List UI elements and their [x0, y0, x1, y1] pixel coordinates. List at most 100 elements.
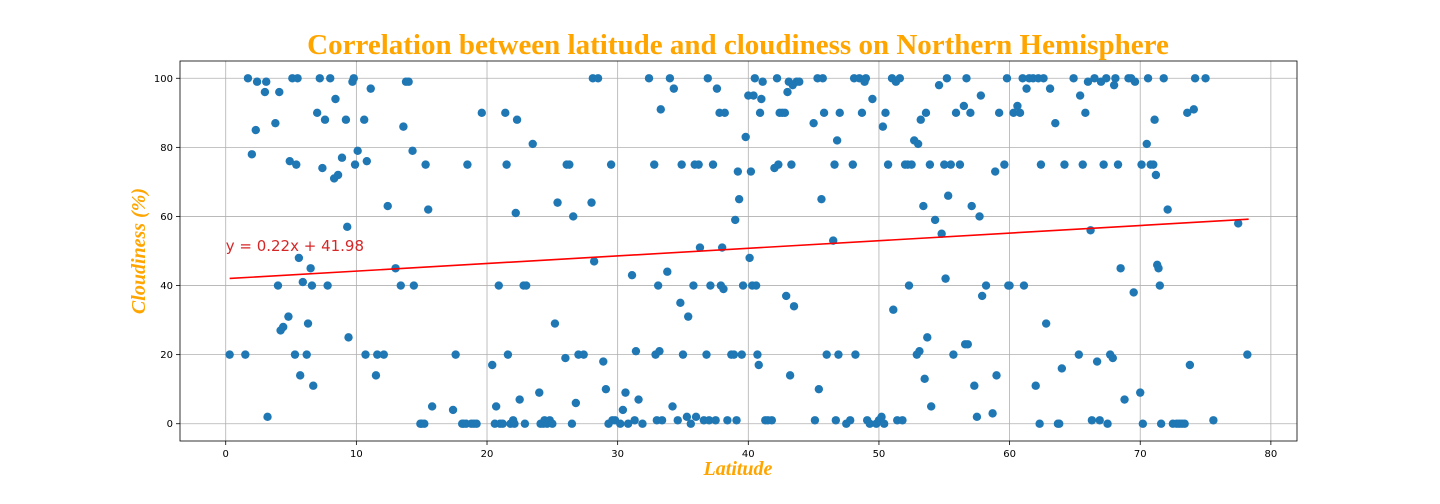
data-point	[279, 322, 288, 332]
x-tick-label: 60	[1003, 449, 1016, 460]
data-point	[451, 350, 460, 359]
data-point	[992, 371, 1001, 380]
data-point	[501, 108, 510, 118]
data-point	[477, 108, 486, 118]
data-point	[943, 191, 953, 200]
data-point	[695, 243, 705, 252]
data-point	[1116, 264, 1125, 273]
data-point	[923, 333, 932, 342]
data-point	[1130, 77, 1140, 86]
data-point	[292, 160, 301, 169]
data-point	[1109, 80, 1119, 90]
data-point	[353, 146, 362, 156]
data-point	[1036, 160, 1046, 169]
data-point	[723, 416, 732, 425]
data-point	[448, 405, 458, 415]
data-point	[361, 350, 370, 359]
data-point	[293, 74, 302, 83]
x-tick-label: 30	[611, 449, 624, 460]
data-point	[520, 419, 530, 428]
data-point	[757, 94, 766, 104]
data-point	[1009, 108, 1018, 118]
data-point	[753, 350, 762, 359]
data-point	[366, 84, 375, 93]
data-point	[830, 160, 839, 169]
data-point	[653, 281, 663, 290]
data-point	[569, 212, 578, 221]
data-point	[1154, 264, 1163, 273]
data-point	[1000, 160, 1009, 169]
data-point	[634, 395, 643, 404]
data-point	[302, 350, 311, 359]
data-point	[719, 284, 728, 294]
data-point	[785, 371, 795, 380]
data-point	[877, 412, 886, 422]
data-point	[1074, 350, 1084, 359]
data-point	[684, 312, 693, 321]
data-point	[712, 84, 722, 93]
data-point	[1155, 281, 1165, 290]
data-point	[934, 80, 944, 90]
data-point	[926, 402, 936, 411]
data-point	[650, 160, 659, 169]
data-point	[832, 136, 842, 145]
data-point	[1055, 419, 1064, 428]
data-point	[1190, 74, 1200, 83]
data-point	[502, 160, 511, 169]
data-point	[795, 77, 804, 86]
data-point	[720, 108, 729, 118]
data-point	[925, 160, 935, 169]
data-point	[963, 340, 972, 349]
data-point	[1060, 160, 1069, 169]
data-point	[810, 416, 820, 425]
data-point	[307, 281, 317, 290]
data-point	[1083, 77, 1093, 86]
data-point	[772, 74, 782, 83]
data-point	[320, 115, 330, 124]
data-point	[962, 74, 971, 83]
y-tick-label: 100	[154, 74, 173, 85]
data-point	[565, 160, 574, 169]
data-point	[737, 350, 746, 359]
data-point	[1039, 74, 1048, 83]
data-point	[780, 108, 790, 118]
y-axis-label: Cloudiness (%)	[128, 188, 150, 314]
data-point	[668, 402, 677, 411]
data-point	[503, 350, 513, 359]
data-point	[708, 160, 718, 169]
data-point	[315, 74, 324, 83]
data-point	[1018, 74, 1027, 83]
data-point	[835, 108, 844, 118]
data-point	[930, 215, 940, 225]
plot-area	[179, 60, 1298, 442]
data-point	[1142, 139, 1151, 149]
data-point	[1120, 395, 1129, 404]
data-point	[1143, 74, 1153, 83]
data-point	[251, 125, 260, 135]
data-point	[1019, 281, 1029, 290]
regression-line	[229, 218, 1249, 280]
data-point	[783, 87, 792, 97]
data-point	[1051, 118, 1060, 128]
data-point	[1041, 319, 1051, 328]
x-axis-label: Latitude	[703, 458, 773, 480]
data-point	[1075, 91, 1085, 100]
data-point	[326, 74, 335, 83]
data-point	[638, 419, 647, 428]
data-point	[275, 87, 284, 97]
data-point	[921, 108, 931, 118]
data-point	[579, 350, 588, 359]
data-point	[488, 360, 497, 370]
data-point	[1087, 416, 1097, 425]
x-tick-label: 20	[481, 449, 494, 460]
data-point	[951, 108, 961, 118]
data-point	[463, 160, 472, 169]
data-point	[907, 160, 916, 169]
data-point	[1103, 419, 1112, 428]
data-point	[494, 281, 503, 290]
data-point	[942, 74, 952, 83]
data-point	[706, 281, 715, 290]
data-point	[1163, 205, 1172, 214]
data-point	[1035, 419, 1044, 428]
